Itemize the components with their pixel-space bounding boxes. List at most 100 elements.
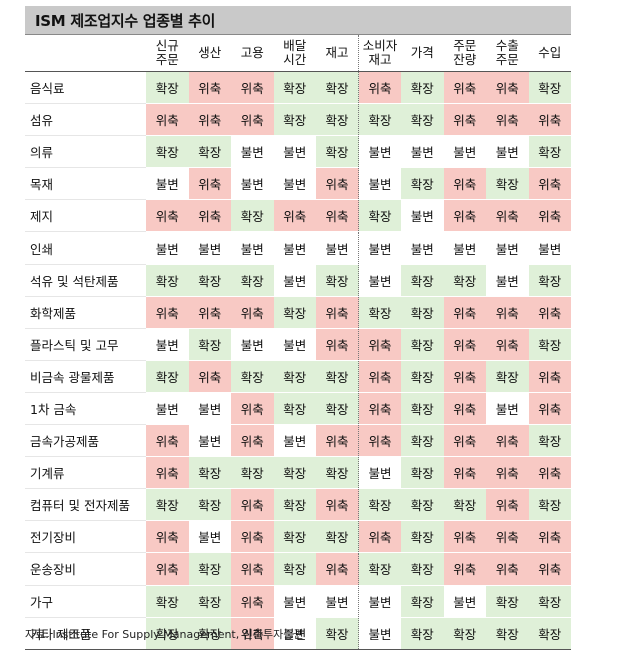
table-row: 섬유 위축 위축 위축 확장 확장 확장 확장 위축 위축 위축 [25, 103, 571, 137]
status-cell: 위축 [188, 71, 231, 105]
status-cell: 불변 [401, 135, 444, 169]
status-cell: 확장 [401, 585, 444, 618]
status-cell: 확장 [188, 617, 231, 650]
industry-label: 플라스틱 및 고무 [25, 328, 146, 361]
status-cell: 확장 [146, 617, 189, 650]
column-header: 배달 시간 [273, 34, 316, 72]
status-cell: 확장 [188, 585, 231, 618]
status-cell: 확장 [443, 264, 486, 297]
table-row: 의류 확장 확장 불변 불변 확장 불변 불변 불변 불변 확장 [25, 135, 571, 169]
status-cell: 확장 [146, 71, 189, 105]
status-cell: 확장 [316, 392, 359, 426]
status-cell: 확장 [401, 488, 444, 522]
status-cell: 불변 [486, 135, 529, 169]
table-row: 화학제품 위축 위축 위축 확장 위축 확장 확장 위축 위축 위축 [25, 296, 571, 329]
status-cell: 확장 [273, 520, 316, 554]
status-cell: 위축 [316, 296, 359, 329]
status-cell: 위축 [486, 199, 529, 233]
status-cell: 위축 [486, 456, 529, 490]
column-header-line: 배달 [283, 38, 307, 53]
status-cell: 위축 [443, 103, 486, 137]
ism-table-panel: ISM 제조업지수 업종별 추이 신규 주문 생산 고용 배달 시간 재고 소비자 재고 가격 주문… [25, 6, 571, 650]
status-cell: 위축 [316, 488, 359, 522]
status-cell: 확장 [401, 360, 444, 393]
header-industry [25, 34, 146, 72]
status-cell: 불변 [443, 231, 486, 265]
status-cell: 위축 [486, 552, 529, 586]
industry-label: 음식료 [25, 71, 146, 105]
industry-label: 화학제품 [25, 296, 146, 329]
table-row: 전기장비 위축 불변 위축 확장 확장 위축 확장 위축 위축 위축 [25, 520, 571, 554]
status-cell: 위축 [528, 456, 571, 490]
status-cell: 확장 [358, 488, 401, 522]
status-cell: 확장 [188, 135, 231, 169]
status-cell: 불변 [273, 617, 316, 650]
status-cell: 확장 [401, 552, 444, 586]
status-cell: 확장 [316, 135, 359, 169]
status-cell: 불변 [231, 135, 274, 169]
industry-label: 운송장비 [25, 552, 146, 586]
status-cell: 불변 [401, 199, 444, 233]
status-cell: 불변 [146, 392, 189, 426]
status-cell: 불변 [273, 264, 316, 297]
industry-label: 섬유 [25, 103, 146, 137]
status-cell: 위축 [443, 296, 486, 329]
status-cell: 확장 [316, 264, 359, 297]
status-cell: 위축 [316, 167, 359, 201]
column-header-line: 재고 [325, 45, 349, 60]
column-header: 고용 [231, 34, 274, 72]
status-cell: 확장 [401, 328, 444, 361]
industry-label: 컴퓨터 및 전자제품 [25, 488, 146, 522]
status-cell: 확장 [273, 392, 316, 426]
column-header-line: 주문 [155, 52, 179, 67]
status-cell: 확장 [401, 103, 444, 137]
status-cell: 위축 [486, 296, 529, 329]
column-header-line: 수입 [538, 45, 562, 60]
status-cell: 확장 [443, 488, 486, 522]
table-title: ISM 제조업지수 업종별 추이 [35, 11, 216, 30]
status-cell: 위축 [273, 199, 316, 233]
status-cell: 위축 [146, 296, 189, 329]
status-cell: 확장 [188, 264, 231, 297]
status-cell: 확장 [528, 71, 571, 105]
status-cell: 불변 [401, 231, 444, 265]
table-row: 플라스틱 및 고무 불변 확장 불변 불변 위축 위축 확장 위축 위축 확장 [25, 328, 571, 361]
header-row: 신규 주문 생산 고용 배달 시간 재고 소비자 재고 가격 주문 잔량 수출 주문 수입 [25, 34, 571, 72]
status-cell: 확장 [528, 424, 571, 458]
status-cell: 불변 [486, 264, 529, 297]
status-cell: 확장 [146, 264, 189, 297]
status-cell: 확장 [358, 103, 401, 137]
status-cell: 확장 [146, 360, 189, 393]
status-cell: 불변 [486, 231, 529, 265]
status-cell: 확장 [358, 199, 401, 233]
status-cell: 위축 [358, 520, 401, 554]
status-cell: 확장 [486, 617, 529, 650]
status-cell: 확장 [401, 71, 444, 105]
status-cell: 확장 [316, 71, 359, 105]
status-cell: 위축 [146, 520, 189, 554]
status-cell: 위축 [443, 424, 486, 458]
status-cell: 불변 [146, 167, 189, 201]
industry-label: 석유 및 석탄제품 [25, 264, 146, 297]
status-cell: 위축 [231, 71, 274, 105]
status-cell: 위축 [443, 199, 486, 233]
table-row: 기타 제조품 확장 확장 위축 불변 확장 불변 확장 확장 확장 확장 [25, 617, 571, 650]
industry-label: 의류 [25, 135, 146, 169]
status-cell: 위축 [443, 167, 486, 201]
status-cell: 불변 [273, 135, 316, 169]
status-cell: 불변 [486, 392, 529, 426]
status-cell: 위축 [146, 552, 189, 586]
status-cell: 확장 [273, 360, 316, 393]
status-cell: 불변 [358, 264, 401, 297]
status-cell: 불변 [273, 167, 316, 201]
table-row: 가구 확장 확장 위축 불변 불변 불변 확장 불변 확장 확장 [25, 585, 571, 618]
table-body: 음식료 확장 위축 위축 확장 확장 위축 확장 위축 위축 확장 섬유 위축 위축 위축 확장 확장 확장 확장 위… [25, 71, 571, 650]
status-cell: 위축 [443, 520, 486, 554]
industry-label: 인쇄 [25, 231, 146, 265]
status-cell: 위축 [443, 328, 486, 361]
industry-label: 금속가공제품 [25, 424, 146, 458]
industry-label: 비금속 광물제품 [25, 360, 146, 393]
status-cell: 위축 [231, 617, 274, 650]
industry-label: 목재 [25, 167, 146, 201]
status-cell: 확장 [401, 392, 444, 426]
